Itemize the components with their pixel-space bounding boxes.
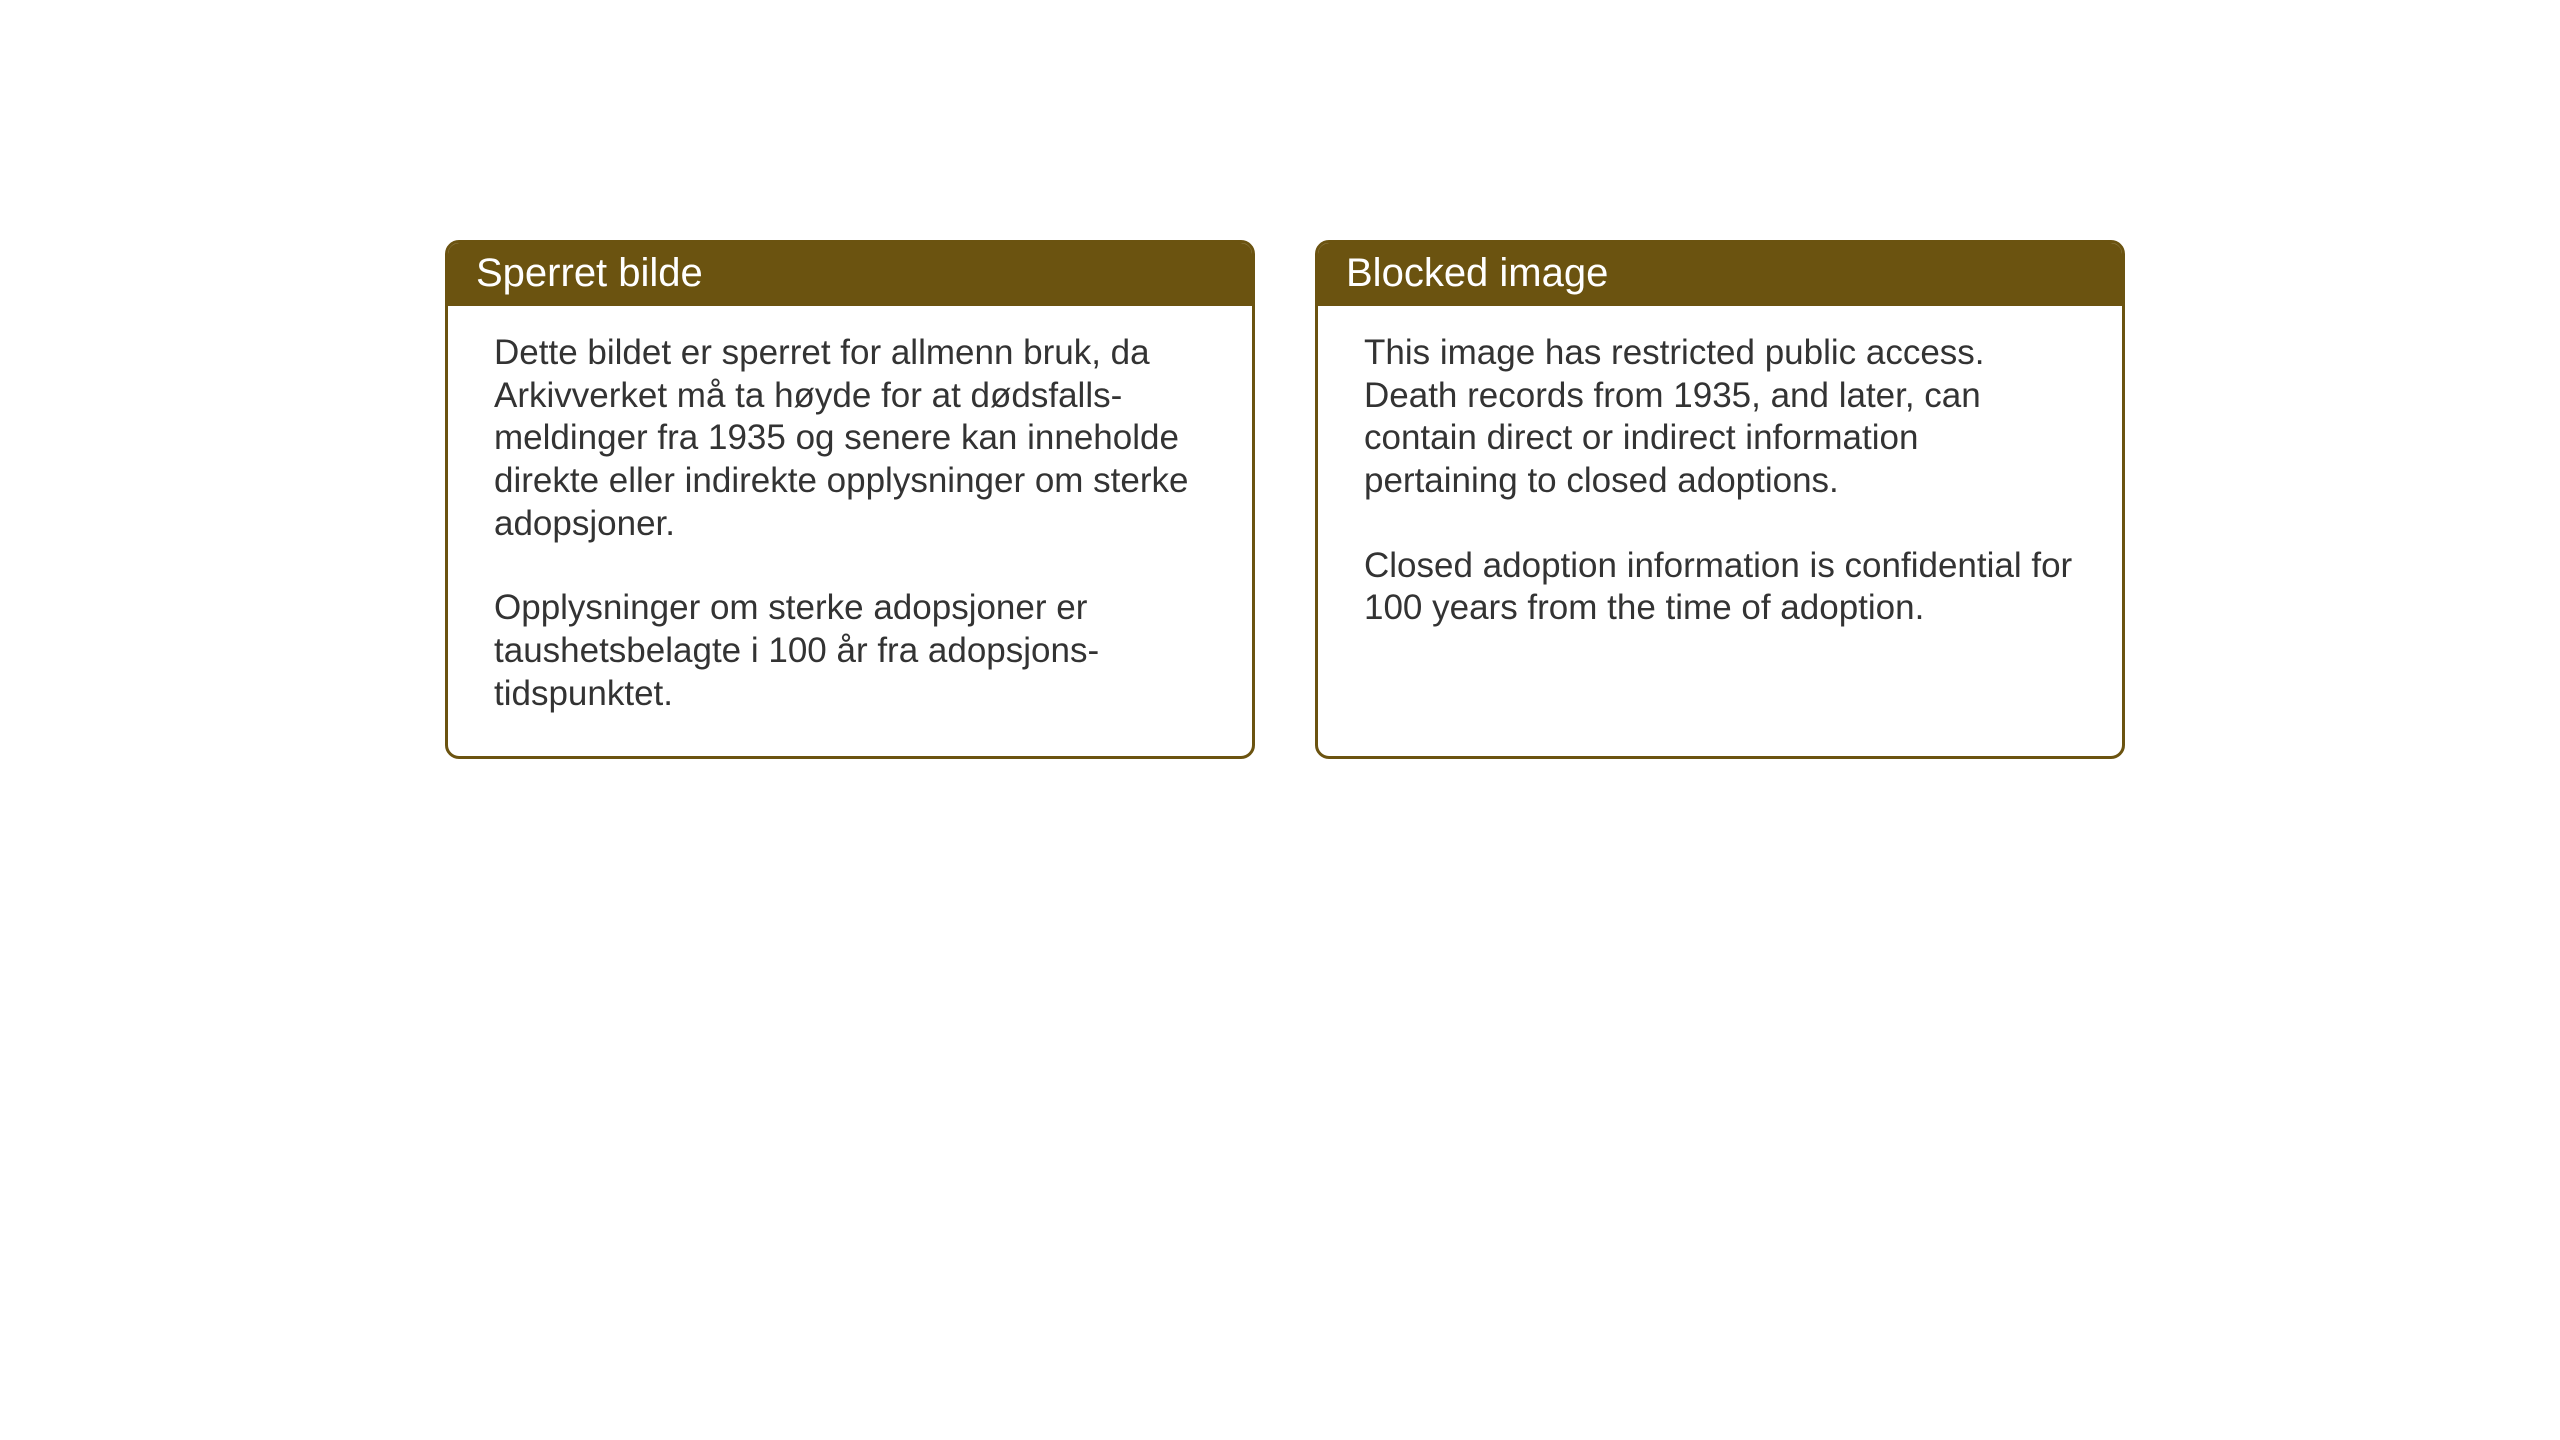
- notice-header-norwegian: Sperret bilde: [448, 243, 1252, 306]
- notice-paragraph-2-english: Closed adoption information is confident…: [1364, 545, 2076, 630]
- notice-paragraph-1-english: This image has restricted public access.…: [1364, 332, 2076, 503]
- notices-container: Sperret bilde Dette bildet er sperret fo…: [445, 240, 2125, 759]
- notice-body-norwegian: Dette bildet er sperret for allmenn bruk…: [448, 306, 1252, 756]
- notice-paragraph-1-norwegian: Dette bildet er sperret for allmenn bruk…: [494, 332, 1206, 545]
- notice-box-english: Blocked image This image has restricted …: [1315, 240, 2125, 759]
- notice-box-norwegian: Sperret bilde Dette bildet er sperret fo…: [445, 240, 1255, 759]
- notice-paragraph-2-norwegian: Opplysninger om sterke adopsjoner er tau…: [494, 587, 1206, 715]
- notice-header-english: Blocked image: [1318, 243, 2122, 306]
- notice-body-english: This image has restricted public access.…: [1318, 306, 2122, 670]
